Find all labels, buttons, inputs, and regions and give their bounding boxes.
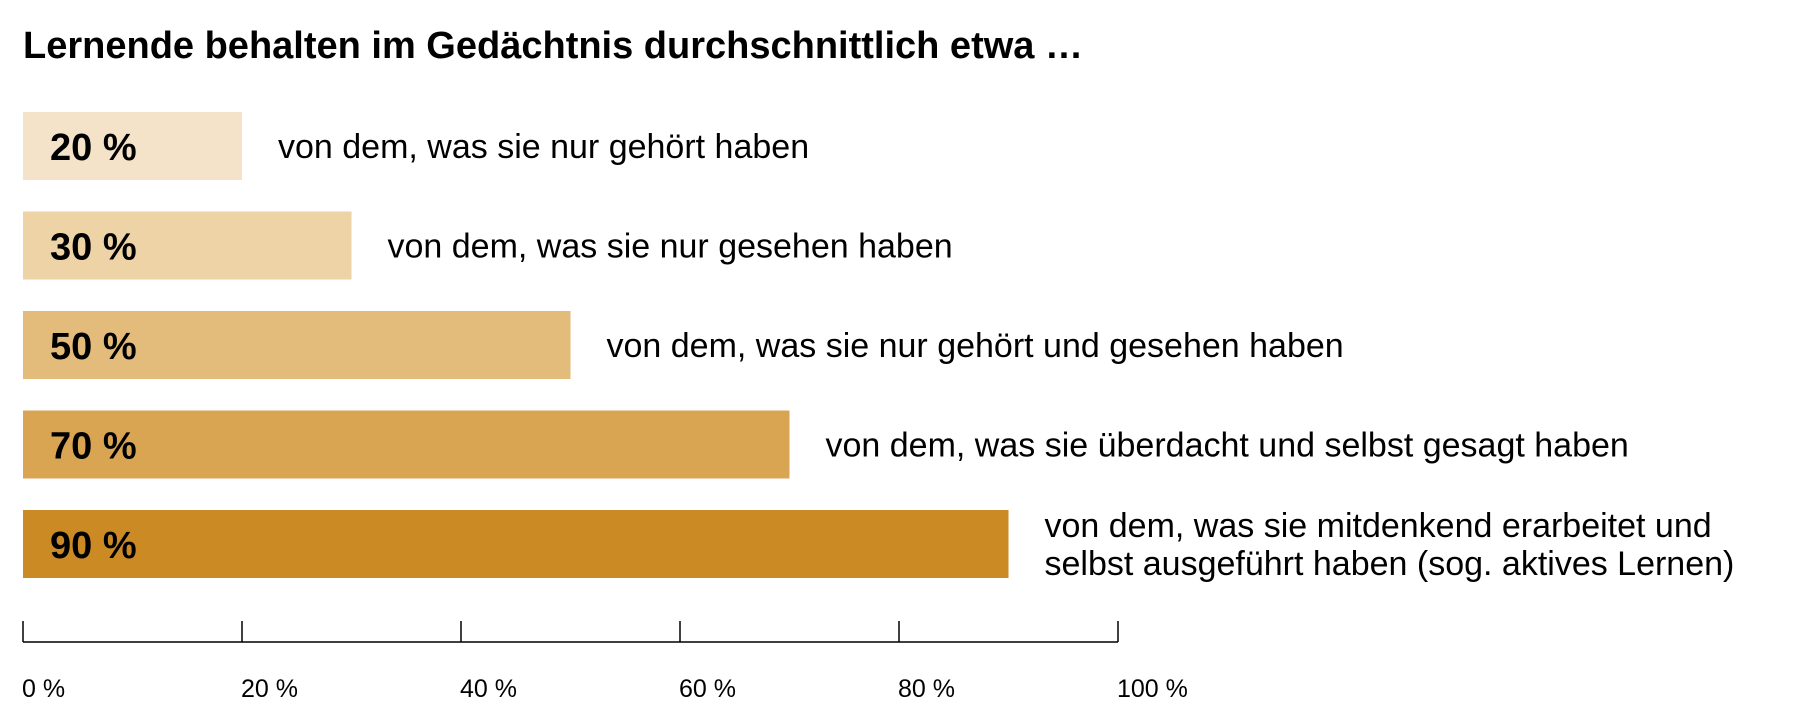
bar-value-label: 20 %	[50, 127, 137, 169]
bar-category-label: selbst ausgeführt haben (sog. aktives Le…	[1045, 545, 1735, 583]
bar-value-label: 70 %	[50, 426, 137, 468]
bar-value-label: 90 %	[50, 525, 137, 567]
bar-value-label: 30 %	[50, 227, 137, 269]
x-tick-label: 20 %	[241, 675, 298, 703]
x-tick-label: 60 %	[679, 675, 736, 703]
bar-20	[23, 112, 242, 180]
x-tick-label: 100 %	[1117, 675, 1188, 703]
bar-category-label: von dem, was sie nur gesehen haben	[388, 228, 953, 266]
bars-group: 20 % von dem, was sie nur gehört haben 30 …	[23, 112, 1734, 583]
x-tick-label: 40 %	[460, 675, 517, 703]
bar-90	[23, 510, 1009, 578]
x-tick-label: 80 %	[898, 675, 955, 703]
bar-50	[23, 311, 571, 379]
bar-30	[23, 211, 352, 280]
x-tick-label: 0 %	[22, 675, 65, 703]
bar-category-label: von dem, was sie mitdenkend erarbeitet u…	[1045, 507, 1712, 545]
bar-category-label: von dem, was sie überdacht und selbst ge…	[826, 427, 1629, 465]
bar-category-label: von dem, was sie nur gehört und gesehen …	[607, 327, 1344, 365]
chart-title: Lernende behalten im Gedächtnis durchsch…	[23, 25, 1083, 67]
x-axis: 0 % 20 % 40 % 60 % 80 % 100 %	[22, 621, 1188, 703]
bar-category-label: von dem, was sie nur gehört haben	[278, 128, 809, 166]
bar-value-label: 50 %	[50, 326, 137, 368]
bar-70	[23, 410, 790, 479]
